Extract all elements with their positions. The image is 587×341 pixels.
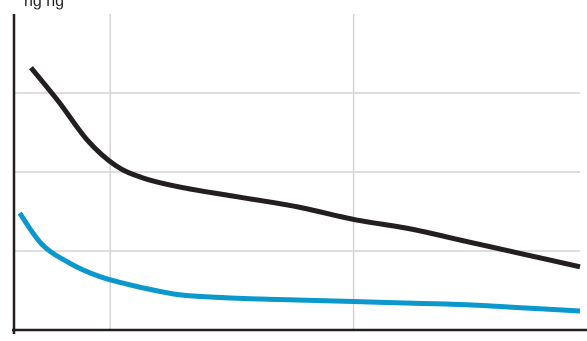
series-group bbox=[17, 66, 581, 314]
axes bbox=[12, 14, 587, 334]
cropped-header-text: ng ng bbox=[24, 0, 65, 10]
series-line-1 bbox=[17, 211, 581, 314]
series-line-0 bbox=[29, 66, 581, 270]
grid bbox=[14, 14, 580, 330]
